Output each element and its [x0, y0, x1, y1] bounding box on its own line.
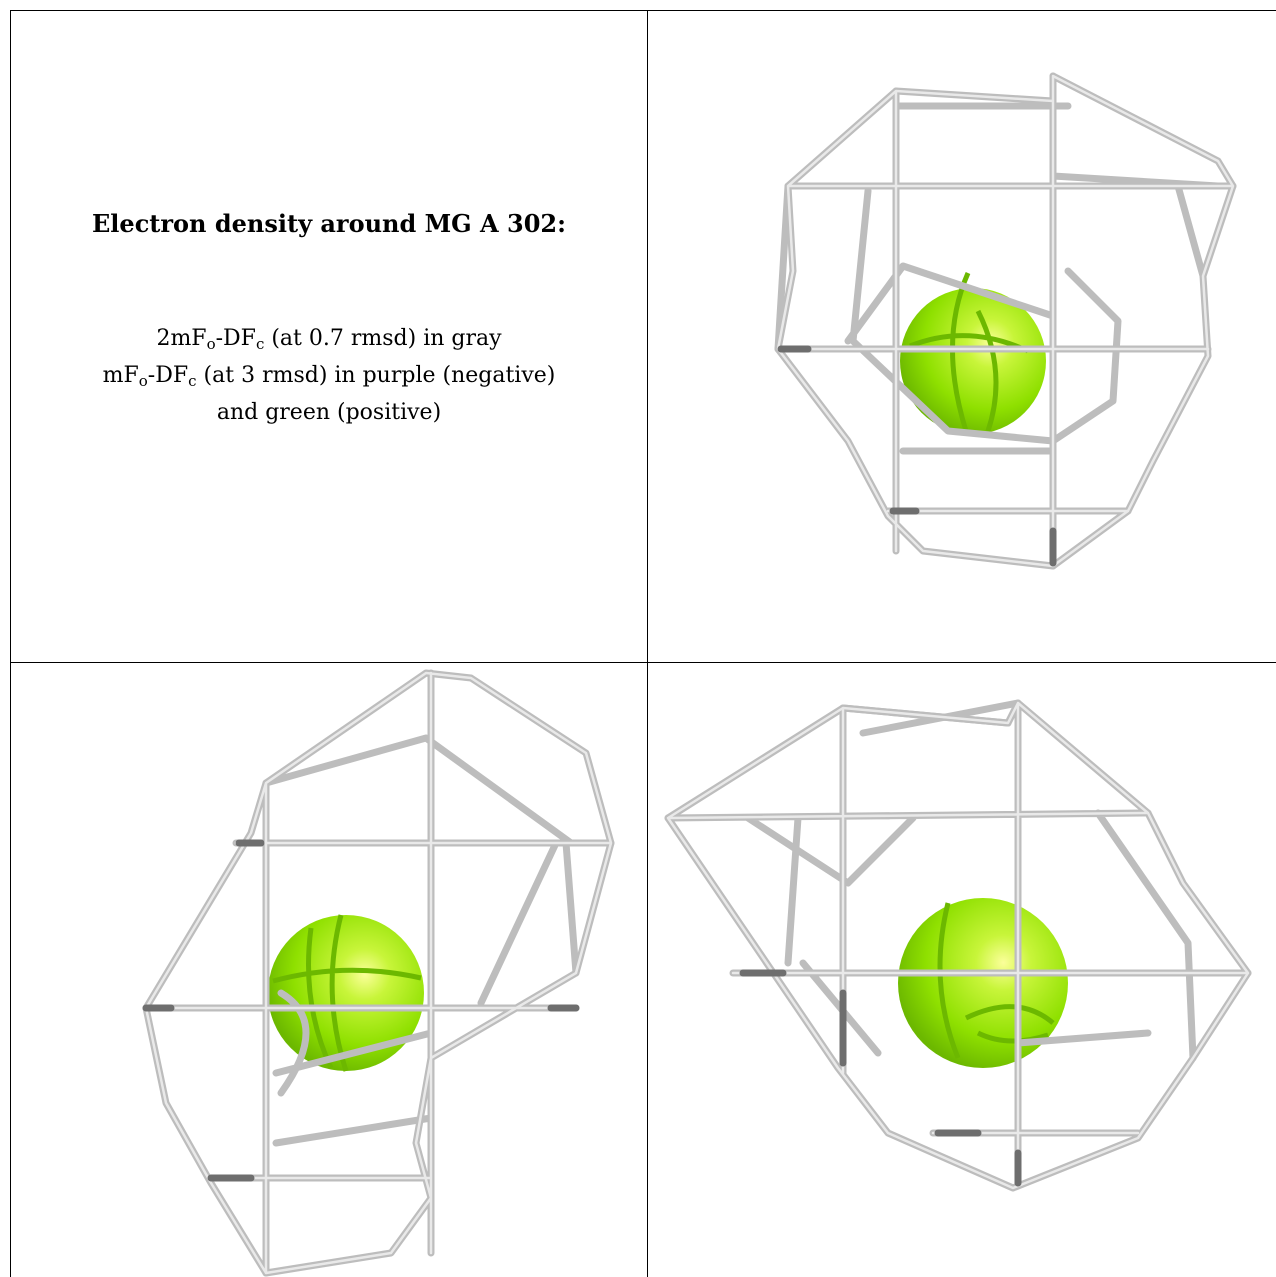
- legend-line-2-mid: -DF: [147, 363, 189, 388]
- density-view-1: [648, 10, 1276, 663]
- legend-line-1-pre: 2mF: [156, 326, 207, 351]
- density-mesh: [774, 72, 1237, 570]
- density-view-3: [648, 663, 1276, 1277]
- legend-line-2-post: (at 3 rmsd) in purple (negative): [196, 363, 556, 388]
- legend-line-3: and green (positive): [216, 400, 442, 425]
- density-view-3-svg: [664, 699, 1252, 1192]
- legend-line-2-sub1: o: [138, 372, 148, 390]
- density-view-1-svg: [774, 72, 1237, 570]
- sphere-mesh-shadow: [937, 902, 1055, 1059]
- caption-title: Electron density around MG A 302:: [92, 209, 566, 238]
- density-view-2: [10, 663, 648, 1277]
- legend-line-1-mid: -DF: [215, 326, 256, 351]
- legend-line-1-sub1: o: [206, 335, 216, 353]
- mg-ion-sphere: [900, 288, 1046, 434]
- legend-line-1-sub2: c: [255, 335, 265, 353]
- legend-line-2-pre: mF: [102, 363, 139, 388]
- legend-line-1: 2mFo-DFc (at 0.7 rmsd) in gray: [11, 323, 647, 360]
- figure-grid: Electron density around MG A 302: 2mFo-D…: [10, 10, 1276, 1277]
- density-mesh: [142, 669, 615, 1277]
- legend-line-1-post: (at 0.7 rmsd) in gray: [264, 326, 502, 351]
- legend-line-2: mFo-DFc (at 3 rmsd) in purple (negative): [11, 360, 647, 397]
- legend-line-2-sub2: c: [188, 372, 197, 390]
- density-mesh: [664, 699, 1252, 1192]
- caption-legend: 2mFo-DFc (at 0.7 rmsd) in gray mFo-DFc (…: [11, 323, 647, 428]
- density-view-2-svg: [142, 669, 615, 1277]
- caption-panel: Electron density around MG A 302: 2mFo-D…: [10, 10, 648, 663]
- mg-ion-sphere: [268, 915, 424, 1071]
- caption: Electron density around MG A 302: 2mFo-D…: [11, 11, 647, 662]
